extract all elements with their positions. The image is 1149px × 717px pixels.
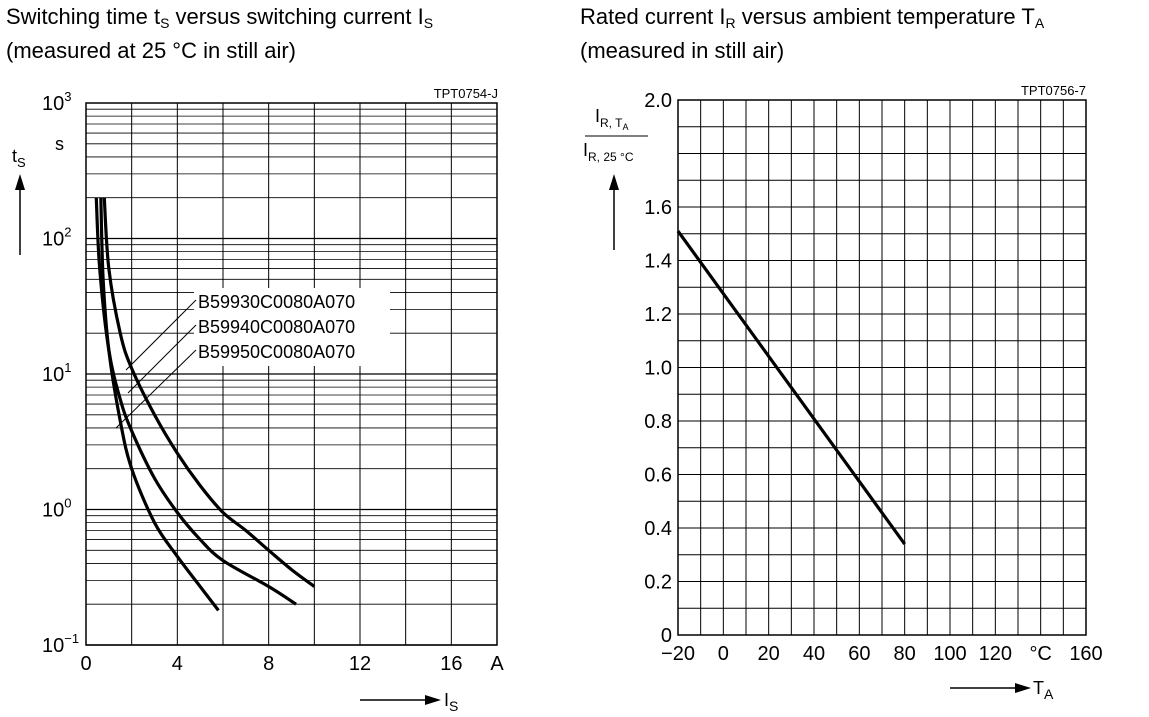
left-y-axis-label: tS s — [12, 134, 64, 255]
right-plot-frame — [677, 99, 1087, 636]
right-y-tick-label: 1.0 — [644, 358, 672, 380]
legend-label-b59940: B59940C0080A070 — [198, 317, 355, 337]
left-y-axis-symbol: tS — [12, 146, 26, 170]
left-x-axis-unit: A — [490, 653, 504, 675]
right-x-tick-label: 100 — [933, 643, 966, 665]
left-chart-title-line1: Switching time tS versus switching curre… — [6, 4, 433, 31]
right-x-tick-label: 120 — [979, 643, 1012, 665]
left-plot-frame — [85, 102, 498, 646]
right-x-tick-label: 60 — [848, 643, 870, 665]
right-y-tick-label: 1.6 — [644, 197, 672, 219]
right-y-tick-label: 0.8 — [644, 411, 672, 433]
right-y-tick-label: 0 — [661, 625, 672, 647]
left-x-axis-symbol: IS — [444, 690, 458, 714]
left-x-tick-label: 0 — [80, 653, 91, 675]
series-line-b59940c0080a070 — [94, 197, 297, 606]
left-chart-ticks: 103 102 101 100 10−10 4 8 12 16 — [42, 89, 462, 675]
right-chart-ticks: 2.01.61.41.21.00.80.60.40.20−20 0 20 40 60 80… — [644, 90, 1103, 665]
left-x-tick-label: 12 — [349, 653, 371, 675]
series-line-b59930c0080a070 — [99, 197, 220, 612]
left-x-axis-label: A IS — [360, 653, 504, 714]
left-y-tick-label: 103 — [42, 89, 71, 115]
left-x-tick-label: 8 — [263, 653, 274, 675]
left-y-axis-unit: s — [55, 134, 64, 154]
legend-label-b59930: B59930C0080A070 — [198, 292, 355, 312]
right-x-axis-label: TA — [950, 678, 1054, 702]
right-y-axis-label: IR, TA IR, 25 °C — [583, 106, 648, 250]
right-y-tick-label: 2.0 — [644, 90, 672, 112]
right-chart-grid — [677, 99, 1087, 636]
right-y-axis-numerator: IR, TA — [595, 106, 628, 132]
right-x-axis-unit: °C — [1029, 643, 1051, 665]
left-chart-code: TPT0754-J — [434, 86, 498, 101]
left-y-tick-label: 101 — [42, 360, 71, 386]
right-x-tick-label: 20 — [758, 643, 780, 665]
left-y-axis-arrow-icon — [15, 174, 25, 190]
left-chart-legend: B59930C0080A070 B59940C0080A070 B59950C0… — [115, 288, 390, 429]
right-chart-title-line1: Rated current IR versus ambient temperat… — [580, 4, 1045, 31]
right-y-tick-label: 1.2 — [644, 304, 672, 326]
right-chart-title-line2: (measured in still air) — [580, 38, 784, 63]
legend-leader-b59940 — [127, 324, 197, 394]
left-x-tick-label: 4 — [172, 653, 183, 675]
right-x-axis-arrow-icon — [1015, 683, 1031, 693]
right-y-tick-label: 0.6 — [644, 465, 672, 487]
right-y-tick-label: 0.4 — [644, 518, 672, 540]
series-line-b59950c0080a070 — [102, 197, 316, 588]
right-x-tick-label: 80 — [894, 643, 916, 665]
right-y-tick-label: 0.2 — [644, 572, 672, 594]
right-x-tick-label: 160 — [1069, 643, 1102, 665]
right-y-axis-denominator: IR, 25 °C — [583, 140, 634, 164]
right-x-tick-label: 0 — [718, 643, 729, 665]
right-x-tick-label: 40 — [803, 643, 825, 665]
left-x-axis-arrow-icon — [425, 695, 441, 705]
left-x-tick-label: 16 — [440, 653, 462, 675]
legend-background — [194, 288, 390, 366]
right-y-tick-label: 1.4 — [644, 251, 672, 273]
legend-label-b59950: B59950C0080A070 — [198, 342, 355, 362]
right-x-tick-label: −20 — [661, 643, 695, 665]
right-y-axis-arrow-icon — [609, 174, 619, 190]
legend-leader-b59930 — [125, 299, 197, 371]
right-chart-code: TPT0756-7 — [1021, 83, 1086, 98]
right-chart-series — [676, 230, 906, 545]
legend-leader-b59950 — [115, 349, 197, 429]
left-y-tick-label: 102 — [42, 225, 71, 251]
left-y-tick-label: 100 — [42, 496, 71, 522]
left-y-tick-label: 10−1 — [42, 631, 79, 657]
series-line-rated-current — [676, 230, 906, 545]
left-chart-title-line2: (measured at 25 °C in still air) — [6, 38, 296, 63]
right-x-axis-symbol: TA — [1033, 678, 1054, 702]
left-chart-series — [94, 197, 316, 612]
